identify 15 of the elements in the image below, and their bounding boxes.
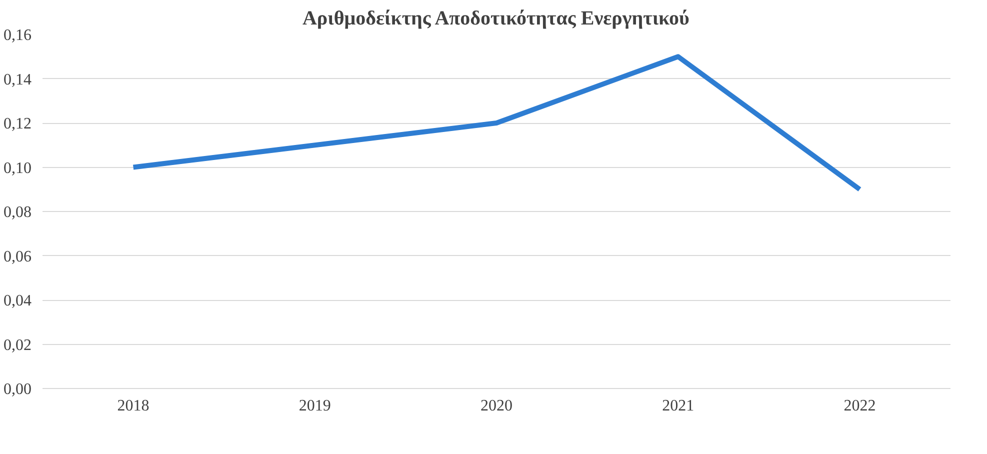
y-tick-label: 0,14 <box>4 71 32 88</box>
chart-title: Αριθμοδείκτης Αποδοτικότητας Ενεργητικού <box>302 8 690 30</box>
y-tick-label: 0,00 <box>4 381 32 398</box>
y-tick-label: 0,08 <box>4 204 32 221</box>
x-tick-label: 2021 <box>662 398 694 414</box>
x-tick-label: 2022 <box>844 398 876 414</box>
y-tick-label: 0,16 <box>4 27 32 44</box>
y-tick-label: 0,12 <box>4 116 32 132</box>
y-tick-label: 0,10 <box>4 160 32 177</box>
y-tick-label: 0,02 <box>4 336 32 354</box>
x-tick-label: 2018 <box>117 398 150 414</box>
x-tick-label: 2020 <box>480 398 512 414</box>
x-tick-label: 2019 <box>298 398 331 414</box>
y-tick-label: 0,06 <box>4 248 32 266</box>
y-tick-label: 0,04 <box>4 292 32 310</box>
